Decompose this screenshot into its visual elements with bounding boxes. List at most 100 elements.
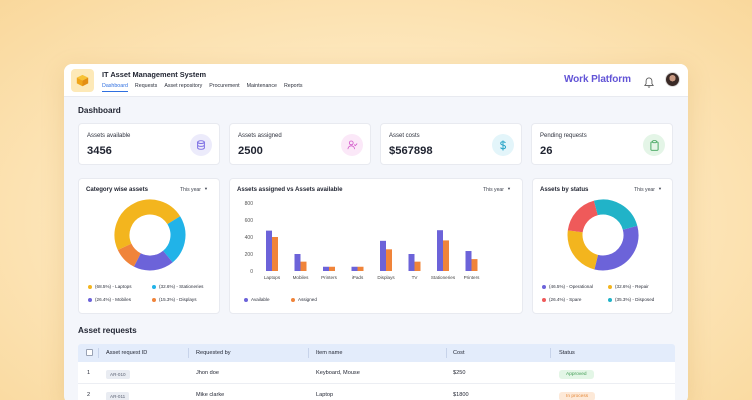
nav-procurement[interactable]: Procurement bbox=[209, 83, 240, 89]
bar-assigned-stationeries[interactable] bbox=[443, 240, 449, 271]
item-name: Keyboard, Mouse bbox=[316, 370, 360, 376]
x-tick-label: iPads bbox=[352, 275, 364, 280]
legend-label: (32.6%) - Stationeries bbox=[159, 284, 204, 289]
donut-slice-stationeries[interactable] bbox=[113, 198, 187, 272]
legend-stationeries: (32.6%) - Stationeries bbox=[152, 284, 203, 289]
y-tick-label: 600 bbox=[245, 218, 254, 224]
stat-card-assets-available[interactable]: Assets available 3456 bbox=[78, 123, 220, 165]
assets-bar-chart: 0 200 400 600 800 Laptops Mobiles Printers iPads… bbox=[245, 201, 480, 280]
bell-icon[interactable] bbox=[644, 75, 654, 93]
database-icon bbox=[190, 134, 212, 156]
donut-slice-displays[interactable] bbox=[113, 198, 187, 272]
legend-label: Available bbox=[251, 297, 270, 302]
stat-label: Assets assigned bbox=[238, 133, 282, 139]
column-asset-request-id[interactable]: Asset request ID bbox=[106, 350, 148, 356]
donut-slice-spare[interactable] bbox=[567, 199, 639, 271]
bar-available-printers[interactable] bbox=[465, 251, 472, 271]
request-id-tag: AR-010 bbox=[106, 370, 130, 379]
bar-assigned-printers[interactable] bbox=[471, 259, 478, 271]
year-filter[interactable]: This year ▼ bbox=[180, 186, 208, 193]
clipboard-icon bbox=[643, 134, 665, 156]
table-row[interactable]: 1 AR-010 Jhon doe Keyboard, Mouse $250 A… bbox=[78, 362, 675, 384]
brand-name: Work Platform bbox=[564, 74, 631, 85]
bar-assigned-displays[interactable] bbox=[386, 249, 392, 271]
legend-operational: (46.5%) - Operational bbox=[542, 284, 593, 289]
table-row[interactable]: 2 AR-011 Mike clarke Laptop $1800 In pro… bbox=[78, 384, 675, 400]
stat-label: Assets available bbox=[87, 133, 131, 139]
column-requested-by[interactable]: Requested by bbox=[196, 350, 231, 356]
x-tick-label: Laptops bbox=[264, 275, 281, 280]
bar-assigned-laptops[interactable] bbox=[272, 237, 278, 271]
row-number: 1 bbox=[87, 370, 91, 376]
nav-maintenance[interactable]: Maintenance bbox=[246, 83, 277, 89]
bar-available-stationeries[interactable] bbox=[437, 230, 443, 271]
year-filter[interactable]: This year ▼ bbox=[634, 186, 662, 193]
legend-repair: (32.6%) - Repair bbox=[608, 284, 649, 289]
legend-spare: (26.4%) - Spare bbox=[542, 297, 581, 302]
chevron-down-icon: ▼ bbox=[203, 186, 208, 191]
y-tick-label: 400 bbox=[245, 235, 254, 241]
avatar[interactable] bbox=[665, 72, 680, 87]
chevron-down-icon: ▼ bbox=[506, 186, 511, 191]
item-name: Laptop bbox=[316, 392, 334, 398]
bar-available-laptops[interactable] bbox=[266, 230, 272, 271]
y-tick-label: 0 bbox=[250, 269, 253, 275]
donut-slice-mobiles[interactable] bbox=[113, 198, 187, 272]
legend-label: (46.5%) - Operational bbox=[549, 284, 593, 289]
stat-card-assets-assigned[interactable]: Assets assigned 2500 bbox=[229, 123, 371, 165]
nav-reports[interactable]: Reports bbox=[283, 83, 303, 89]
column-divider bbox=[188, 348, 189, 358]
bar-assigned-mobiles[interactable] bbox=[300, 261, 307, 271]
main-nav: Dashboard Requests Asset repository Proc… bbox=[102, 83, 303, 92]
select-all-checkbox[interactable] bbox=[86, 349, 93, 356]
bar-assigned-tv[interactable] bbox=[414, 261, 421, 271]
nav-requests[interactable]: Requests bbox=[134, 83, 158, 89]
top-bar: IT Asset Management System Dashboard Req… bbox=[64, 64, 688, 97]
bar-available-displays[interactable] bbox=[380, 240, 386, 271]
row-number: 2 bbox=[87, 392, 91, 398]
nav-asset-repository[interactable]: Asset repository bbox=[164, 83, 203, 89]
stat-card-pending-requests[interactable]: Pending requests 26 bbox=[531, 123, 673, 165]
page-title: Dashboard bbox=[78, 106, 121, 115]
column-divider bbox=[98, 348, 99, 358]
category-wise-assets-card: Category wise assets This year ▼ (68.5%) … bbox=[78, 178, 220, 314]
legend-label: (26.4%) - Spare bbox=[549, 297, 582, 302]
legend-disposed: (35.3%) - Disposed bbox=[608, 297, 654, 302]
nav-dashboard[interactable]: Dashboard bbox=[102, 83, 128, 92]
cost: $1800 bbox=[453, 392, 469, 398]
column-divider bbox=[446, 348, 447, 358]
filter-label: This year bbox=[180, 187, 201, 193]
year-filter[interactable]: This year ▼ bbox=[483, 186, 511, 193]
box-logo-icon[interactable] bbox=[71, 69, 94, 92]
app-window: IT Asset Management System Dashboard Req… bbox=[64, 64, 688, 400]
bar-available-ipads[interactable] bbox=[351, 266, 358, 271]
donut-slice-disposed[interactable] bbox=[567, 199, 639, 271]
column-cost[interactable]: Cost bbox=[453, 350, 465, 356]
request-id-tag: AR-011 bbox=[106, 392, 130, 400]
stat-label: Asset costs bbox=[389, 133, 420, 139]
stat-value: $567898 bbox=[389, 145, 433, 157]
column-item-name[interactable]: Item name bbox=[316, 350, 343, 356]
status-donut-chart bbox=[567, 199, 639, 271]
bar-available-printers[interactable] bbox=[323, 266, 329, 271]
bar-available-tv[interactable] bbox=[408, 254, 415, 271]
status-badge: In process bbox=[559, 392, 596, 400]
column-divider bbox=[550, 348, 551, 358]
stat-card-asset-costs[interactable]: Asset costs $567898 bbox=[380, 123, 522, 165]
user-check-icon bbox=[341, 134, 363, 156]
legend-label: (68.5%) - Laptops bbox=[95, 284, 132, 289]
legend-label: (15.3%) - Displays bbox=[159, 297, 197, 302]
filter-label: This year bbox=[483, 187, 504, 193]
y-tick-label: 200 bbox=[245, 252, 254, 258]
legend-displays: (15.3%) - Displays bbox=[152, 297, 197, 302]
bar-available-mobiles[interactable] bbox=[294, 254, 301, 271]
bar-assigned-printers[interactable] bbox=[329, 266, 335, 271]
column-divider bbox=[308, 348, 309, 358]
donut-slice-repair[interactable] bbox=[567, 199, 639, 271]
bar-assigned-ipads[interactable] bbox=[357, 266, 364, 271]
card-title: Assets assigned vs Assets available bbox=[237, 186, 343, 193]
y-tick-label: 800 bbox=[245, 201, 254, 207]
legend-assigned: Assigned bbox=[291, 297, 317, 302]
column-status[interactable]: Status bbox=[559, 350, 575, 356]
x-tick-label: Mobiles bbox=[293, 275, 310, 280]
